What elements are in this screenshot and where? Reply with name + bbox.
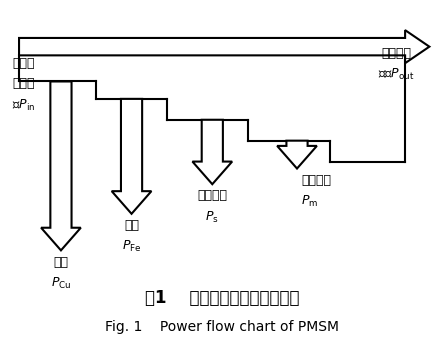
Text: $P_{\mathrm{Cu}}$: $P_{\mathrm{Cu}}$ — [51, 276, 71, 291]
Polygon shape — [19, 30, 429, 63]
Text: 功率$P_{\mathrm{out}}$: 功率$P_{\mathrm{out}}$ — [378, 67, 415, 82]
Text: 铜耗: 铜耗 — [53, 256, 68, 269]
Text: $P_{\mathrm{Fe}}$: $P_{\mathrm{Fe}}$ — [122, 239, 141, 254]
Text: 电源输: 电源输 — [12, 57, 35, 70]
Text: $P_{\mathrm{s}}$: $P_{\mathrm{s}}$ — [206, 210, 219, 225]
Polygon shape — [41, 81, 81, 250]
Text: 机械损耗: 机械损耗 — [301, 174, 331, 187]
Text: 转轴输出: 转轴输出 — [381, 47, 411, 60]
Polygon shape — [277, 141, 317, 168]
Text: Fig. 1    Power flow chart of PMSM: Fig. 1 Power flow chart of PMSM — [105, 320, 339, 334]
Text: $P_{\mathrm{m}}$: $P_{\mathrm{m}}$ — [301, 194, 319, 209]
Polygon shape — [112, 99, 151, 214]
Text: 铁耗: 铁耗 — [124, 219, 139, 232]
Text: 杂散损耗: 杂散损耗 — [197, 190, 227, 203]
Text: 入电功: 入电功 — [12, 77, 35, 90]
Text: 图1    永磁同步电机的功率流程: 图1 永磁同步电机的功率流程 — [145, 289, 299, 307]
Text: 率$P_{\mathrm{in}}$: 率$P_{\mathrm{in}}$ — [12, 98, 36, 113]
Polygon shape — [192, 120, 232, 184]
